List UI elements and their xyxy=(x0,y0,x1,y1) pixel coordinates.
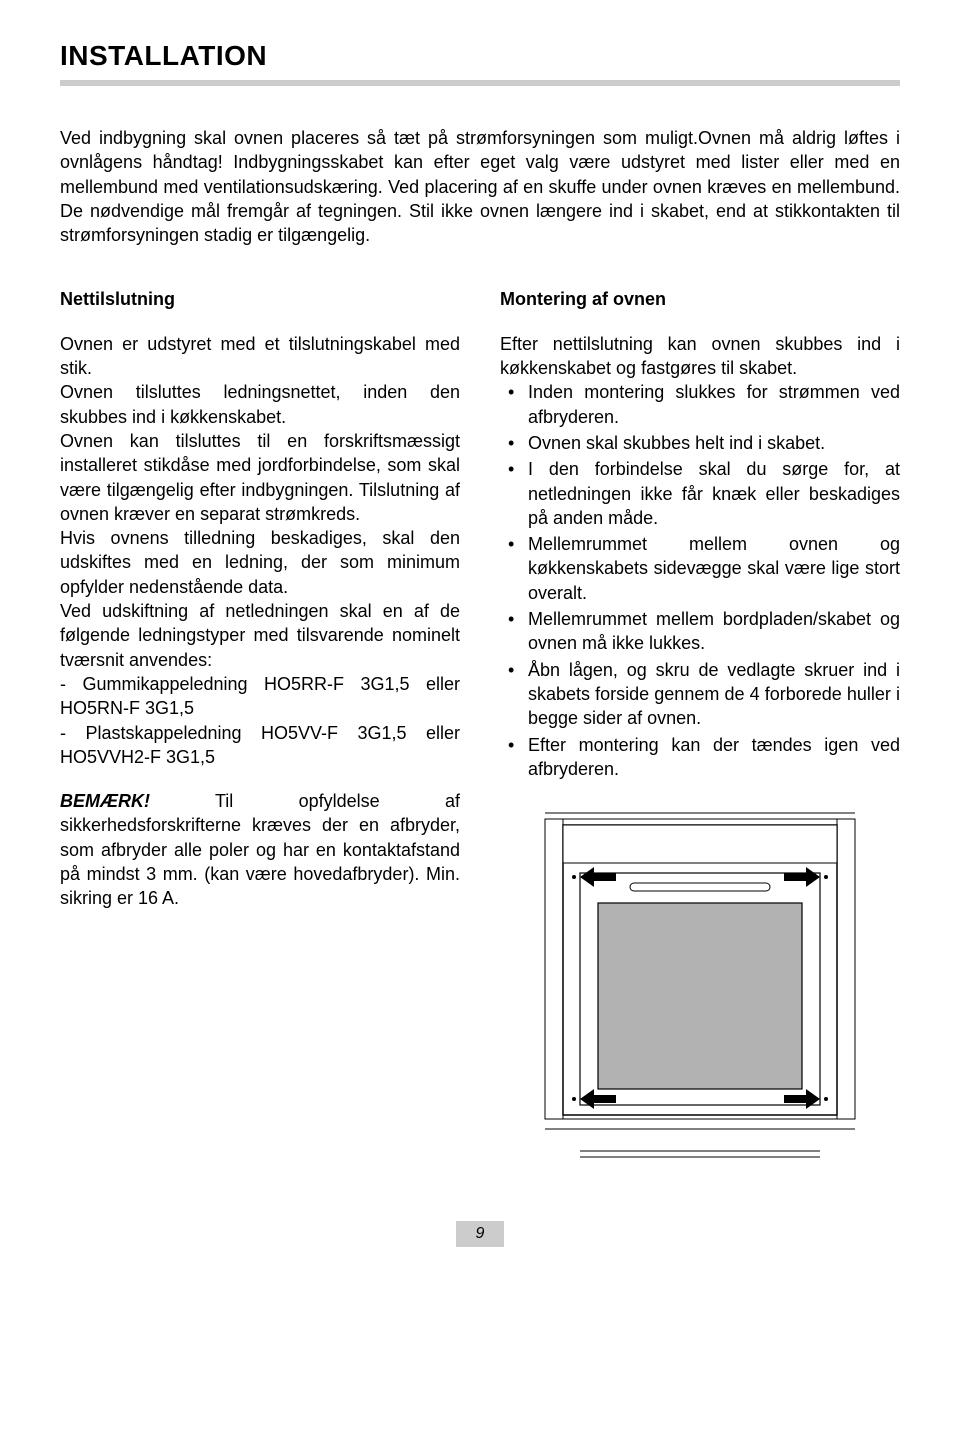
left-p1: Ovnen er udstyret med et tilslutningskab… xyxy=(60,332,460,381)
list-item: Åbn lågen, og skru de vedlagte skruer in… xyxy=(500,658,900,731)
page-title: INSTALLATION xyxy=(60,40,900,72)
left-p5: Ved udskiftning af netledningen skal en … xyxy=(60,599,460,672)
list-item: Efter montering kan der tændes igen ved … xyxy=(500,733,900,782)
oven-diagram xyxy=(500,811,900,1161)
nettilslutning-heading: Nettilslutning xyxy=(60,287,460,311)
left-p2: Ovnen tilsluttes ledningsnettet, inden d… xyxy=(60,380,460,429)
left-p3: Ovnen kan tilsluttes til en forskriftsmæ… xyxy=(60,429,460,526)
left-p7: - Plastskappeledning HO5VV-F 3G1,5 eller… xyxy=(60,721,460,770)
left-column: Nettilslutning Ovnen er udstyret med et … xyxy=(60,287,460,1161)
montering-bullet-list: Inden montering slukkes for strømmen ved… xyxy=(500,380,900,781)
page-footer: 9 xyxy=(60,1221,900,1247)
list-item: Ovnen skal skubbes helt ind i skabet. xyxy=(500,431,900,455)
list-item: Inden montering slukkes for strømmen ved… xyxy=(500,380,900,429)
list-item: I den forbindelse skal du sørge for, at … xyxy=(500,457,900,530)
left-body: Ovnen er udstyret med et tilslutningskab… xyxy=(60,332,460,769)
bemark-label: BEMÆRK! xyxy=(60,791,150,811)
two-column-layout: Nettilslutning Ovnen er udstyret med et … xyxy=(60,287,900,1161)
left-p6: - Gummikappeledning HO5RR-F 3G1,5 eller … xyxy=(60,672,460,721)
list-item: Mellemrummet mellem bordpladen/skabet og… xyxy=(500,607,900,656)
bemark-paragraph: BEMÆRK! Til opfyldelse af sikkerhedsfors… xyxy=(60,789,460,910)
montering-heading: Montering af ovnen xyxy=(500,287,900,311)
right-intro: Efter nettilslutning kan ovnen skubbes i… xyxy=(500,332,900,381)
right-column: Montering af ovnen Efter nettilslutning … xyxy=(500,287,900,1161)
left-p4: Hvis ovnens tilledning beskadiges, skal … xyxy=(60,526,460,599)
intro-paragraph: Ved indbygning skal ovnen placeres så tæ… xyxy=(60,126,900,247)
page-number: 9 xyxy=(456,1221,505,1247)
list-item: Mellemrummet mellem ovnen og køkkenskabe… xyxy=(500,532,900,605)
title-underline xyxy=(60,80,900,86)
oven-svg xyxy=(520,811,880,1161)
